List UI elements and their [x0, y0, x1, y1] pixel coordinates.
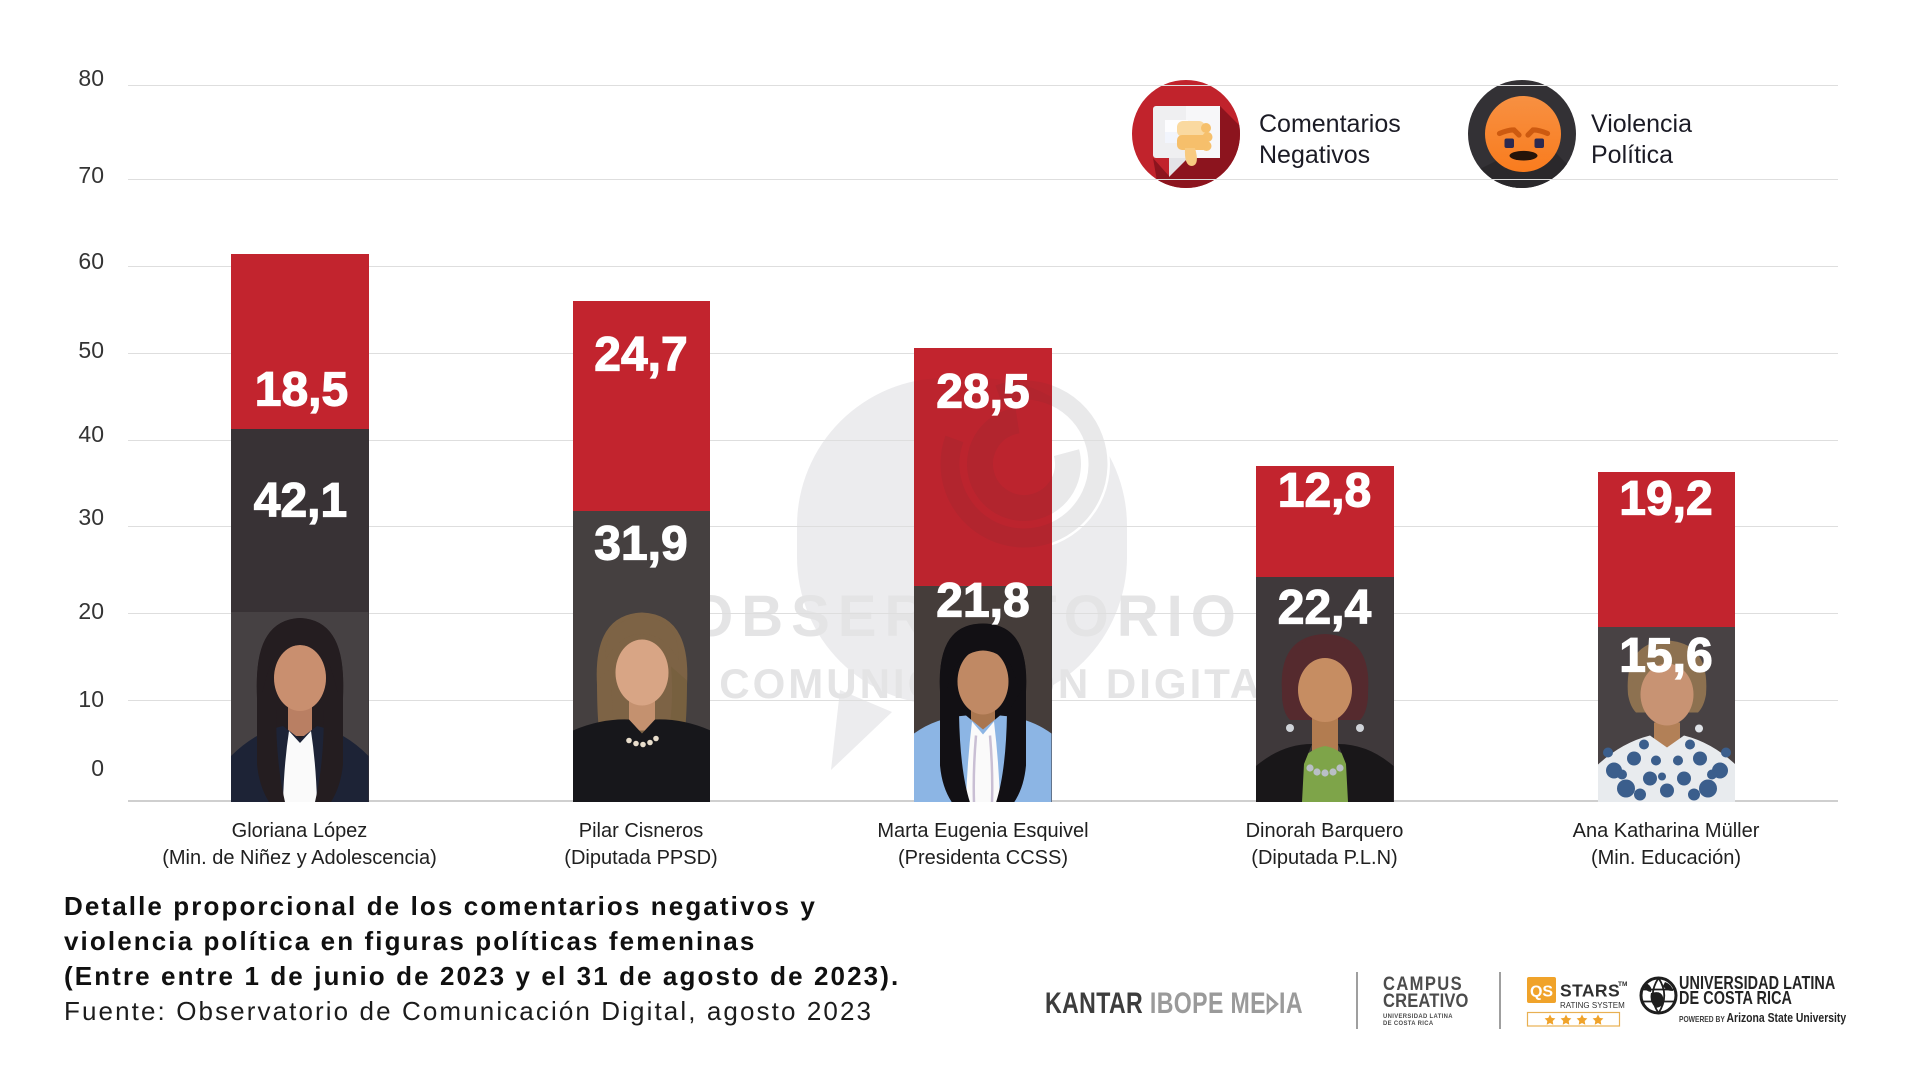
- svg-text:RATING SYSTEM: RATING SYSTEM: [1560, 1001, 1625, 1010]
- svg-text:STARS: STARS: [1560, 981, 1620, 1001]
- svg-text:QS: QS: [1530, 984, 1553, 1001]
- svg-text:TM: TM: [1618, 981, 1627, 988]
